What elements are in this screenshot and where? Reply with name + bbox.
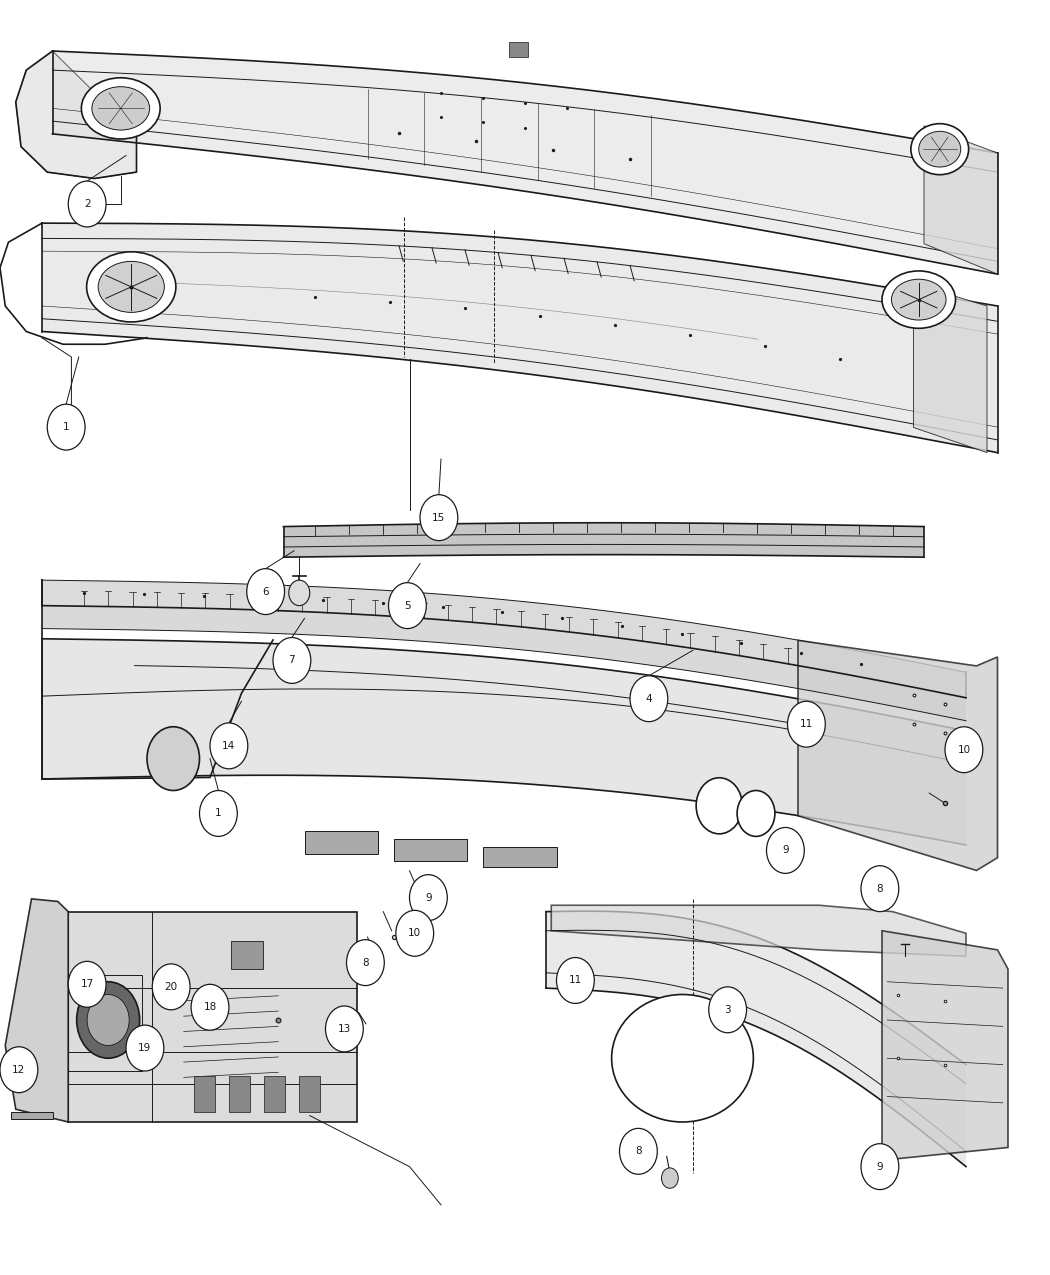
Bar — [394, 839, 467, 861]
Circle shape — [87, 994, 129, 1046]
Text: 15: 15 — [433, 513, 445, 523]
Bar — [231, 941, 262, 969]
Text: 9: 9 — [877, 1162, 883, 1172]
Ellipse shape — [919, 131, 961, 167]
Text: 20: 20 — [165, 982, 177, 992]
Polygon shape — [924, 126, 998, 274]
Bar — [304, 831, 378, 854]
Text: 8: 8 — [362, 958, 369, 968]
Polygon shape — [52, 51, 997, 274]
Polygon shape — [914, 283, 987, 453]
Bar — [299, 1076, 320, 1112]
Text: 19: 19 — [139, 1043, 151, 1053]
Circle shape — [945, 727, 983, 773]
Circle shape — [326, 1006, 363, 1052]
Bar — [68, 975, 142, 1071]
Text: 8: 8 — [877, 884, 883, 894]
Circle shape — [630, 676, 668, 722]
Ellipse shape — [611, 994, 754, 1122]
Circle shape — [696, 778, 742, 834]
Text: 5: 5 — [404, 601, 411, 611]
Circle shape — [662, 1168, 678, 1188]
Text: 12: 12 — [13, 1065, 25, 1075]
Circle shape — [210, 723, 248, 769]
Text: 7: 7 — [289, 655, 295, 666]
Circle shape — [152, 964, 190, 1010]
Circle shape — [200, 790, 237, 836]
Text: 1: 1 — [215, 808, 222, 819]
Text: 3: 3 — [724, 1005, 731, 1015]
Circle shape — [788, 701, 825, 747]
Circle shape — [861, 1144, 899, 1190]
Text: 14: 14 — [223, 741, 235, 751]
Bar — [509, 42, 528, 57]
Polygon shape — [16, 51, 136, 178]
Circle shape — [420, 495, 458, 541]
Circle shape — [396, 910, 434, 956]
Polygon shape — [42, 223, 997, 453]
Circle shape — [147, 727, 200, 790]
Text: 11: 11 — [800, 719, 813, 729]
Polygon shape — [5, 899, 68, 1122]
Polygon shape — [284, 523, 924, 557]
Circle shape — [47, 404, 85, 450]
Polygon shape — [798, 640, 998, 871]
Ellipse shape — [92, 87, 149, 130]
Circle shape — [620, 1128, 657, 1174]
Polygon shape — [546, 912, 966, 1167]
Circle shape — [68, 961, 106, 1007]
Circle shape — [0, 1047, 38, 1093]
Text: 11: 11 — [569, 975, 582, 986]
Circle shape — [556, 958, 594, 1003]
Ellipse shape — [891, 279, 946, 320]
Ellipse shape — [911, 124, 968, 175]
Bar — [265, 1076, 286, 1112]
Circle shape — [410, 875, 447, 921]
Polygon shape — [42, 580, 966, 697]
Text: 2: 2 — [84, 199, 90, 209]
Bar — [68, 912, 357, 1122]
Text: 13: 13 — [338, 1024, 351, 1034]
Polygon shape — [551, 905, 966, 956]
Ellipse shape — [99, 261, 164, 312]
Text: 10: 10 — [408, 928, 421, 938]
Ellipse shape — [86, 252, 176, 323]
Polygon shape — [42, 639, 966, 845]
Circle shape — [191, 984, 229, 1030]
Circle shape — [289, 580, 310, 606]
Text: 10: 10 — [958, 745, 970, 755]
Circle shape — [737, 790, 775, 836]
Polygon shape — [10, 1112, 52, 1119]
Circle shape — [709, 987, 747, 1033]
Text: 9: 9 — [782, 845, 789, 856]
Text: 9: 9 — [425, 892, 432, 903]
Circle shape — [346, 940, 384, 986]
Text: 4: 4 — [646, 694, 652, 704]
Circle shape — [766, 827, 804, 873]
Bar — [483, 847, 556, 867]
Circle shape — [247, 569, 285, 615]
Ellipse shape — [82, 78, 160, 139]
Circle shape — [273, 638, 311, 683]
Text: 17: 17 — [81, 979, 93, 989]
Circle shape — [861, 866, 899, 912]
Text: 18: 18 — [204, 1002, 216, 1012]
Polygon shape — [42, 606, 966, 720]
Circle shape — [77, 982, 140, 1058]
Circle shape — [126, 1025, 164, 1071]
Polygon shape — [882, 931, 1008, 1160]
Ellipse shape — [882, 272, 956, 329]
Circle shape — [388, 583, 426, 629]
Text: 6: 6 — [262, 586, 269, 597]
Bar — [229, 1076, 250, 1112]
Text: 1: 1 — [63, 422, 69, 432]
Text: 8: 8 — [635, 1146, 642, 1156]
Circle shape — [68, 181, 106, 227]
Bar — [194, 1076, 215, 1112]
